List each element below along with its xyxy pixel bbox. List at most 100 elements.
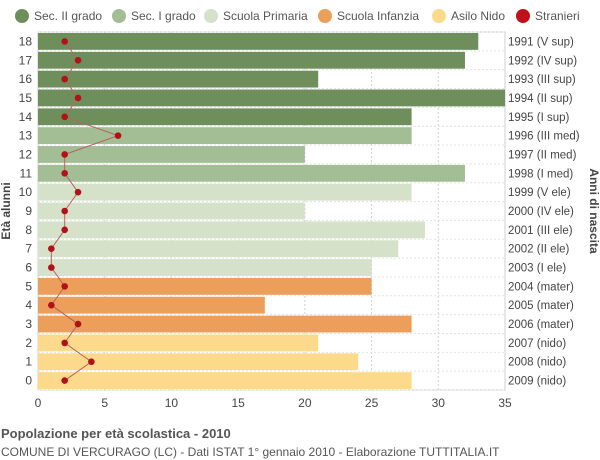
y2-tick-label: 2002 (II ele): [508, 244, 570, 256]
y-tick-label: 6: [25, 261, 32, 275]
stranieri-point: [61, 283, 68, 290]
y2-tick-label: 2005 (mater): [508, 300, 574, 312]
x-tick-label: 15: [231, 396, 245, 410]
y-tick-label: 13: [19, 129, 33, 143]
legend-label: Sec. II grado: [34, 9, 103, 23]
population-chart: 18 1991 (V sup)17 1992 (IV sup)16 1993 (III…: [0, 31, 600, 410]
y2-tick-label: 1994 (II sup): [508, 93, 573, 105]
bar: [38, 146, 305, 163]
bar: [38, 353, 359, 371]
y2-tick-label: 2007 (nido): [508, 338, 566, 350]
legend-swatch: [516, 9, 530, 23]
stranieri-point: [74, 188, 82, 196]
y2-tick-label: 1991 (V sup): [508, 36, 574, 48]
y2-axis-label: Anni di nascita: [587, 168, 600, 254]
stranieri-point: [61, 113, 68, 121]
stranieri-point: [88, 358, 95, 366]
x-tick-label: 0: [35, 396, 42, 410]
bar: [38, 277, 372, 295]
y-tick-label: 2: [25, 336, 32, 350]
y2-tick-label: 1997 (II med): [508, 149, 577, 161]
bar: [38, 89, 505, 107]
y-tick-label: 1: [25, 355, 32, 369]
stranieri-point: [48, 245, 55, 252]
legend-swatch: [318, 9, 332, 23]
stranieri-point: [61, 207, 68, 215]
stranieri-point: [74, 94, 82, 102]
y2-tick-label: 2008 (nido): [508, 357, 566, 369]
bar: [38, 33, 479, 50]
x-tick-label: 25: [365, 396, 379, 410]
y-tick-label: 4: [25, 298, 32, 312]
x-tick-label: 20: [298, 396, 312, 410]
bar: [38, 183, 412, 201]
y-tick-label: 18: [19, 34, 33, 48]
y2-tick-label: 2003 (I ele): [508, 263, 566, 275]
y2-tick-label: 1998 (I med): [508, 168, 573, 180]
legend-label: Scuola Infanzia: [337, 9, 420, 23]
y-tick-label: 10: [19, 185, 33, 199]
y-tick-label: 0: [25, 374, 32, 388]
y2-tick-label: 2004 (mater): [508, 281, 574, 293]
chart-title: Popolazione per età scolastica - 2010: [1, 426, 231, 441]
legend-item-asilo-nido: Asilo Nido: [432, 6, 505, 26]
bar: [38, 202, 305, 220]
y2-tick-label: 2006 (mater): [508, 319, 574, 331]
y-tick-label: 17: [19, 53, 33, 67]
legend-item-stranieri: Stranieri: [516, 6, 580, 26]
bar: [38, 127, 412, 145]
bar: [38, 296, 265, 314]
chart-subtitle: COMUNE DI VERCURAGO (LC) - Dati ISTAT 1°…: [1, 445, 500, 459]
bar: [38, 315, 412, 333]
y-tick-label: 12: [19, 147, 33, 161]
legend-swatch: [112, 9, 126, 23]
stranieri-point: [61, 38, 68, 45]
bar: [38, 372, 412, 389]
stranieri-point: [61, 377, 68, 384]
y2-tick-label: 1996 (III med): [508, 131, 580, 143]
bar: [38, 51, 465, 69]
legend-swatch: [15, 9, 29, 23]
y-tick-label: 11: [20, 166, 33, 180]
stranieri-point: [61, 226, 68, 234]
x-tick-label: 35: [498, 396, 512, 410]
y2-tick-label: 2000 (IV ele): [508, 206, 574, 218]
y-tick-label: 15: [19, 91, 33, 105]
bar: [38, 259, 372, 276]
legend-item-sec-ii-grado: Sec. II grado: [15, 6, 102, 26]
y-tick-label: 9: [25, 204, 32, 218]
y-tick-label: 16: [19, 72, 33, 86]
bar: [38, 164, 465, 182]
stranieri-point: [48, 301, 55, 309]
legend-label: Sec. I grado: [131, 9, 196, 23]
chart-legend: Sec. II grado Sec. I grado Scuola Primar…: [0, 6, 600, 26]
stranieri-point: [48, 264, 55, 271]
legend-item-scuola-infanzia: Scuola Infanzia: [318, 6, 419, 26]
y2-tick-label: 1999 (V ele): [508, 187, 571, 199]
legend-label: Stranieri: [535, 9, 580, 23]
legend-item-scuola-primaria: Scuola Primaria: [204, 6, 308, 26]
legend-swatch: [432, 9, 446, 23]
y-axis-label: Età alunni: [0, 182, 13, 239]
y2-tick-label: 2001 (III ele): [508, 225, 573, 237]
x-tick-label: 10: [165, 396, 179, 410]
legend-item-sec-i-grado: Sec. I grado: [112, 6, 196, 26]
y-tick-label: 14: [19, 110, 33, 124]
x-tick-label: 30: [432, 396, 446, 410]
y-tick-label: 3: [25, 317, 32, 331]
y2-tick-label: 1995 (I sup): [508, 112, 570, 124]
stranieri-point: [61, 75, 68, 83]
y-tick-label: 7: [25, 242, 32, 256]
stranieri-point: [114, 132, 122, 139]
y2-tick-label: 2009 (nido): [508, 376, 566, 388]
y2-tick-label: 1993 (III sup): [508, 74, 576, 86]
bar: [38, 70, 319, 88]
stranieri-point: [61, 339, 68, 347]
x-tick-label: 5: [101, 396, 108, 410]
y2-tick-label: 1992 (IV sup): [508, 55, 577, 67]
stranieri-point: [74, 320, 82, 328]
bar: [38, 240, 399, 258]
bar: [38, 108, 412, 126]
bar: [38, 221, 425, 239]
y-tick-label: 5: [25, 279, 32, 293]
